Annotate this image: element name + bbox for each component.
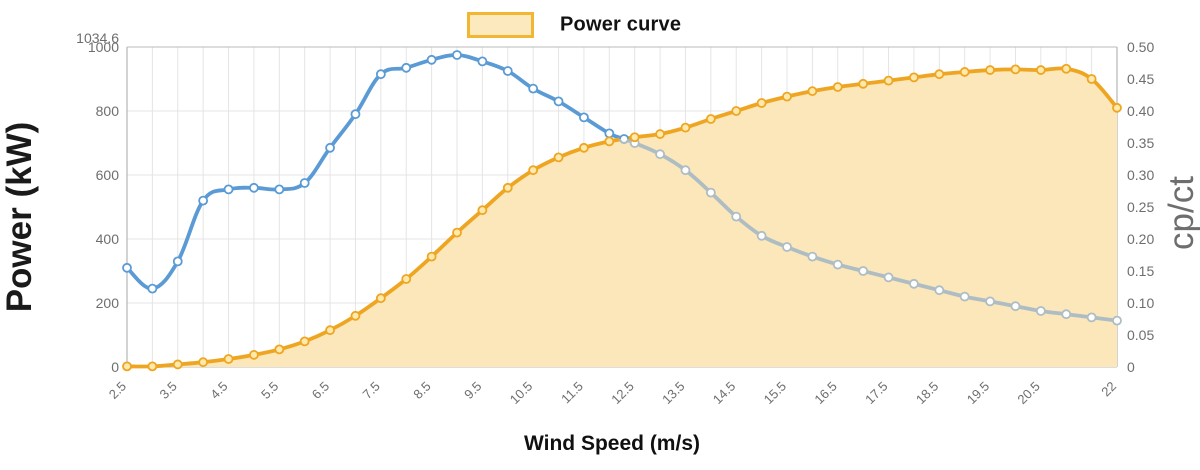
svg-text:10.5: 10.5 bbox=[507, 379, 536, 408]
svg-text:0: 0 bbox=[1127, 359, 1135, 375]
svg-text:0.50: 0.50 bbox=[1127, 39, 1154, 55]
svg-text:0.10: 0.10 bbox=[1127, 295, 1154, 311]
svg-text:200: 200 bbox=[96, 295, 120, 311]
svg-text:5.5: 5.5 bbox=[258, 379, 281, 402]
svg-text:0.05: 0.05 bbox=[1127, 327, 1154, 343]
svg-text:800: 800 bbox=[96, 103, 120, 119]
svg-text:20.5: 20.5 bbox=[1014, 379, 1043, 408]
svg-text:12.5: 12.5 bbox=[608, 379, 637, 408]
svg-text:17.5: 17.5 bbox=[862, 379, 891, 408]
svg-text:400: 400 bbox=[96, 231, 120, 247]
svg-text:13.5: 13.5 bbox=[659, 379, 688, 408]
svg-text:14.5: 14.5 bbox=[710, 379, 739, 408]
svg-text:3.5: 3.5 bbox=[157, 379, 180, 402]
svg-text:22: 22 bbox=[1098, 379, 1119, 400]
svg-text:18.5: 18.5 bbox=[913, 379, 942, 408]
svg-text:6.5: 6.5 bbox=[309, 379, 332, 402]
svg-text:11.5: 11.5 bbox=[558, 379, 586, 407]
svg-text:0.20: 0.20 bbox=[1127, 231, 1154, 247]
svg-text:7.5: 7.5 bbox=[360, 379, 383, 402]
svg-text:0.35: 0.35 bbox=[1127, 135, 1154, 151]
svg-text:0.45: 0.45 bbox=[1127, 71, 1154, 87]
svg-text:600: 600 bbox=[96, 167, 120, 183]
svg-text:19.5: 19.5 bbox=[964, 379, 993, 408]
svg-text:0.15: 0.15 bbox=[1127, 263, 1154, 279]
svg-text:0.30: 0.30 bbox=[1127, 167, 1154, 183]
svg-text:1034.6: 1034.6 bbox=[76, 30, 119, 46]
svg-text:0.40: 0.40 bbox=[1127, 103, 1154, 119]
svg-text:8.5: 8.5 bbox=[410, 379, 433, 402]
svg-text:2.5: 2.5 bbox=[106, 379, 129, 402]
svg-text:0.25: 0.25 bbox=[1127, 199, 1154, 215]
svg-text:4.5: 4.5 bbox=[207, 379, 230, 402]
svg-text:16.5: 16.5 bbox=[811, 379, 840, 408]
svg-text:0: 0 bbox=[111, 359, 119, 375]
svg-text:9.5: 9.5 bbox=[461, 379, 484, 402]
svg-text:15.5: 15.5 bbox=[761, 379, 790, 408]
